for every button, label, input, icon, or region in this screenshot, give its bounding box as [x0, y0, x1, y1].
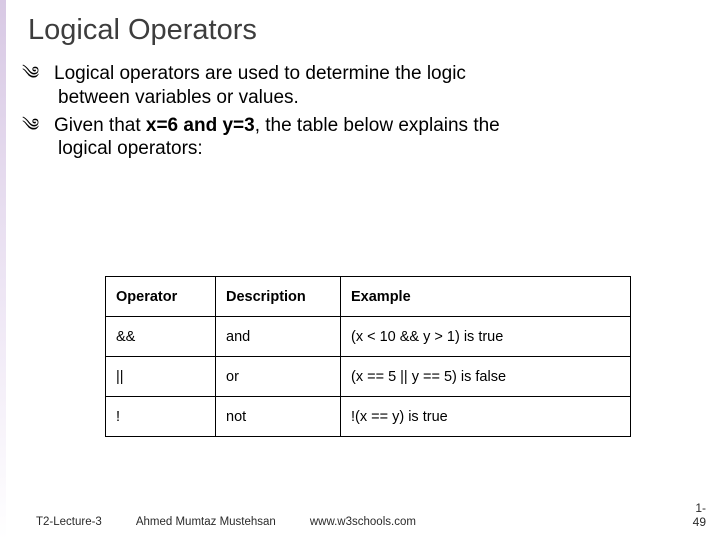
cell-description: or [216, 357, 341, 397]
cell-operator: ! [106, 397, 216, 437]
footer: T2-Lecture-3 Ahmed Mumtaz Mustehsan www.… [36, 516, 416, 528]
slide-title: Logical Operators [28, 14, 257, 47]
cell-operator: && [106, 317, 216, 357]
table-row: && and (x < 10 && y > 1) is true [106, 317, 631, 357]
cell-example: (x == 5 || y == 5) is false [341, 357, 631, 397]
accent-bar [0, 0, 6, 540]
table-row: || or (x == 5 || y == 5) is false [106, 357, 631, 397]
bullet-icon: ༄ [40, 62, 54, 85]
cell-operator: || [106, 357, 216, 397]
col-example: Example [341, 277, 631, 317]
page-bottom: 49 [693, 515, 706, 529]
col-description: Description [216, 277, 341, 317]
footer-center: Ahmed Mumtaz Mustehsan [136, 516, 276, 528]
p2-part-b: , the table below explains the [255, 115, 500, 136]
bullet-icon: ༄ [40, 114, 54, 137]
p1-line2: between variables or values. [58, 87, 299, 108]
col-operator: Operator [106, 277, 216, 317]
page-number: 1- 49 [693, 502, 706, 530]
p2-part-c: logical operators: [58, 138, 203, 159]
cell-example: (x < 10 && y > 1) is true [341, 317, 631, 357]
operators-table: Operator Description Example && and (x <… [105, 276, 631, 437]
footer-right: www.w3schools.com [310, 516, 416, 528]
footer-left: T2-Lecture-3 [36, 516, 102, 528]
paragraph-2: ༄Given that x=6 and y=3, the table below… [40, 114, 680, 162]
table-header-row: Operator Description Example [106, 277, 631, 317]
cell-example: !(x == y) is true [341, 397, 631, 437]
page-top: 1- [695, 501, 706, 515]
cell-description: not [216, 397, 341, 437]
body-text: ༄Logical operators are used to determine… [40, 62, 680, 165]
cell-description: and [216, 317, 341, 357]
p2-part-a: Given that [54, 115, 146, 136]
table-row: ! not !(x == y) is true [106, 397, 631, 437]
slide: Logical Operators ༄Logical operators are… [0, 0, 720, 540]
p1-line1: Logical operators are used to determine … [54, 63, 466, 84]
operators-table-wrap: Operator Description Example && and (x <… [105, 276, 630, 437]
paragraph-1: ༄Logical operators are used to determine… [40, 62, 680, 110]
p2-bold: x=6 and y=3 [146, 115, 255, 136]
